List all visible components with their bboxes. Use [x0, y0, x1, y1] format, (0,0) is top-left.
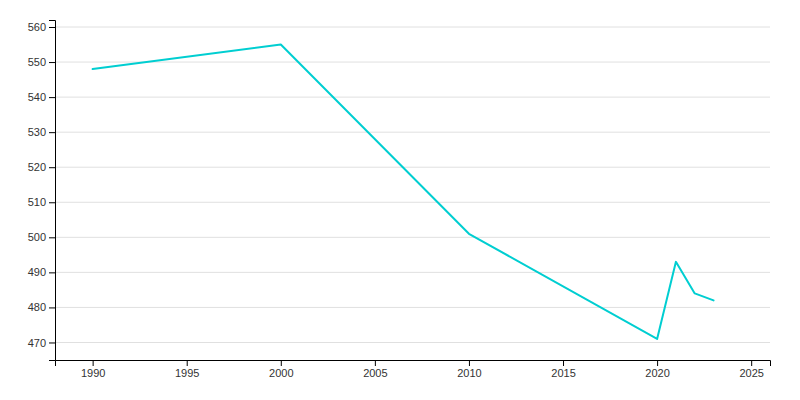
x-tick-label: 2020 — [645, 367, 669, 379]
grid-line — [55, 202, 770, 203]
y-tick-mark — [49, 132, 55, 133]
x-tick: 2025 — [739, 360, 763, 379]
y-tick: 500 — [28, 231, 55, 243]
y-tick-label: 500 — [28, 231, 46, 243]
grid-line — [55, 132, 770, 133]
x-tick-mark — [93, 360, 94, 366]
x-tick: 1995 — [175, 360, 199, 379]
x-tick-mark — [657, 360, 658, 366]
x-tick-label: 2000 — [269, 367, 293, 379]
y-tick-mark — [49, 202, 55, 203]
x-tick: 2020 — [645, 360, 669, 379]
chart: 1990 1995 2000 2005 2010 2015 2020 2025 470 480 49… — [0, 0, 800, 400]
x-tick-mark — [469, 360, 470, 366]
y-tick-label: 540 — [28, 91, 46, 103]
x-tick-label: 2015 — [551, 367, 575, 379]
x-tick: 2010 — [457, 360, 481, 379]
x-tick-mark — [751, 360, 752, 366]
y-tick: 510 — [28, 196, 55, 208]
y-tick: 520 — [28, 161, 55, 173]
grid — [55, 27, 770, 342]
grid-line — [55, 27, 770, 28]
x-tick-label: 1995 — [175, 367, 199, 379]
y-tick: 470 — [28, 336, 55, 348]
y-tick-mark — [49, 62, 55, 63]
y-tick-label: 510 — [28, 196, 46, 208]
x-tick-label: 2005 — [363, 367, 387, 379]
y-axis-line — [49, 21, 56, 361]
x-tick-label: 2025 — [739, 367, 763, 379]
x-tick-label: 2010 — [457, 367, 481, 379]
y-tick-label: 530 — [28, 126, 46, 138]
grid-line — [55, 62, 770, 63]
x-tick: 2005 — [363, 360, 387, 379]
y-tick-mark — [49, 27, 55, 28]
grid-line — [55, 307, 770, 308]
x-axis-line — [56, 361, 771, 367]
y-tick-label: 470 — [28, 336, 46, 348]
y-tick-label: 480 — [28, 301, 46, 313]
y-tick-label: 490 — [28, 266, 46, 278]
y-tick: 490 — [28, 266, 55, 278]
y-tick-mark — [49, 307, 55, 308]
y-tick: 530 — [28, 126, 55, 138]
grid-line — [55, 167, 770, 168]
y-tick-mark — [49, 167, 55, 168]
plot-area: 1990 1995 2000 2005 2010 2015 2020 2025 470 480 49… — [28, 21, 771, 379]
y-tick: 550 — [28, 56, 55, 68]
x-tick-mark — [563, 360, 564, 366]
y-tick-mark — [49, 97, 55, 98]
y-tick: 480 — [28, 301, 55, 313]
marks — [93, 45, 714, 339]
x-tick-mark — [281, 360, 282, 366]
y-tick: 540 — [28, 91, 55, 103]
x-tick-label: 1990 — [81, 367, 105, 379]
x-tick-mark — [187, 360, 188, 366]
x-tick: 1990 — [81, 360, 105, 379]
y-tick-mark — [49, 272, 55, 273]
y-tick-mark — [49, 342, 55, 343]
y-tick: 560 — [28, 21, 55, 33]
x-axis: 1990 1995 2000 2005 2010 2015 2020 2025 — [56, 360, 771, 379]
y-axis: 470 480 490 500 510 520 530 540 550 560 — [28, 21, 56, 361]
y-tick-label: 520 — [28, 161, 46, 173]
grid-line — [55, 97, 770, 98]
line — [93, 45, 714, 339]
x-tick: 2015 — [551, 360, 575, 379]
grid-line — [55, 272, 770, 273]
x-tick: 2000 — [269, 360, 293, 379]
y-tick-label: 560 — [28, 21, 46, 33]
x-tick-mark — [375, 360, 376, 366]
grid-line — [55, 237, 770, 238]
grid-line — [55, 342, 770, 343]
y-tick-label: 550 — [28, 56, 46, 68]
y-tick-mark — [49, 237, 55, 238]
